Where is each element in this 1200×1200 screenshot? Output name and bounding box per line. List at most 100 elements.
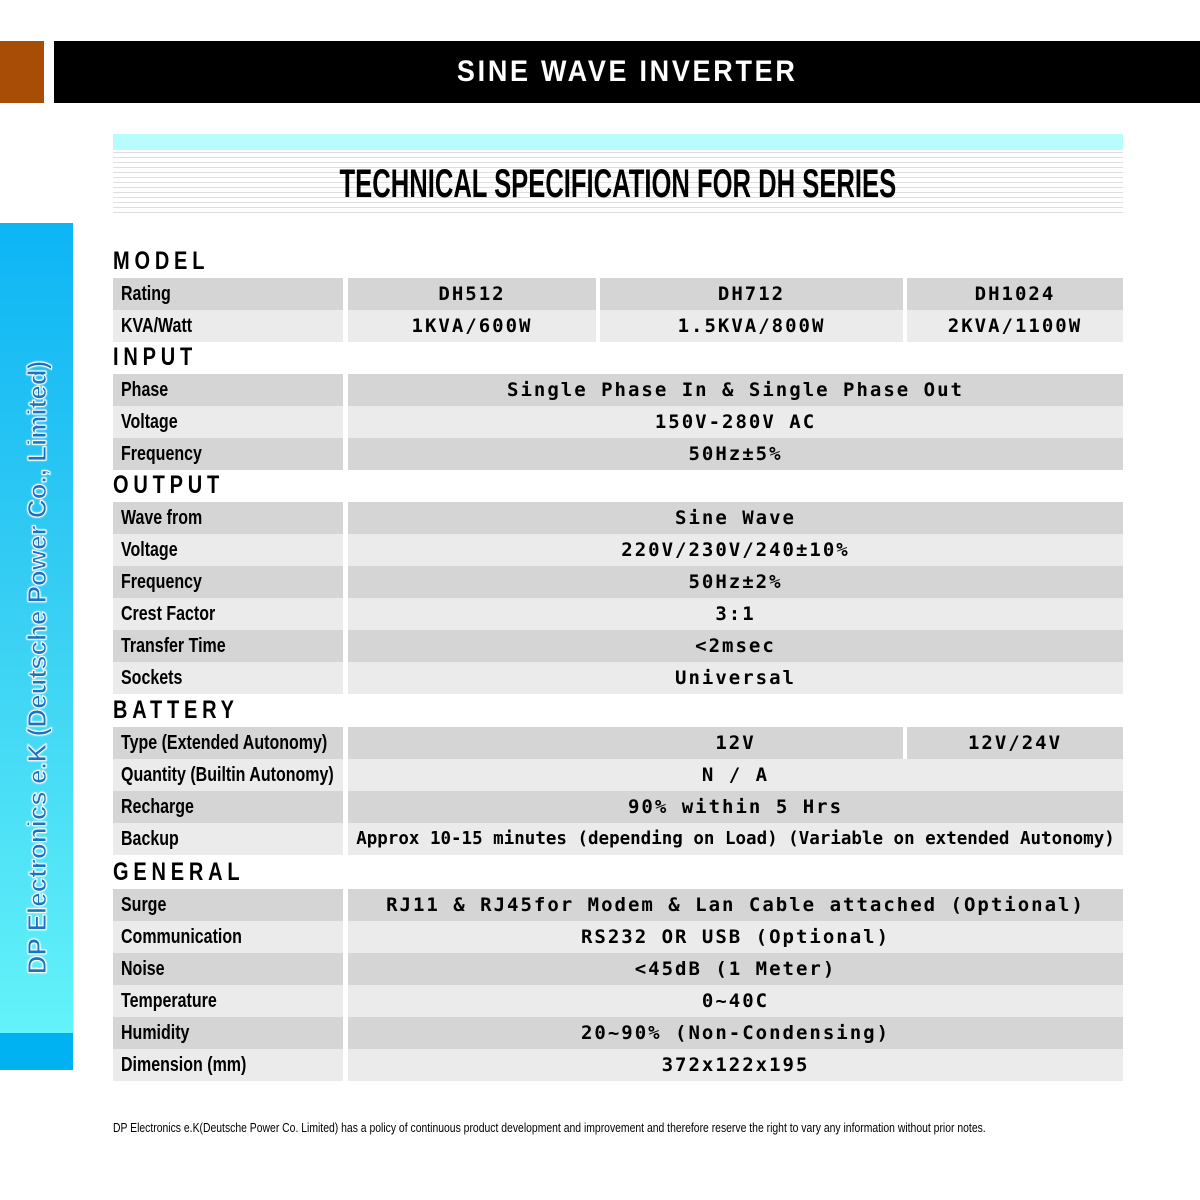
section-heading-label: OUTPUT: [113, 470, 225, 499]
row-value: 90% within 5 Hrs: [348, 791, 1123, 823]
row-label: Humidity: [121, 1021, 190, 1044]
banner: TECHNICAL SPECIFICATION FOR DH SERIES: [113, 152, 1123, 216]
row-label: Rating: [121, 282, 171, 305]
sidebar-brand-text: DP Electronics e.K (Deutsche Power Co., …: [22, 360, 53, 975]
section-heading-output: OUTPUT: [113, 468, 252, 502]
row-label: Frequency: [121, 442, 202, 465]
row-label-cell: Voltage: [113, 534, 343, 566]
row-label: Voltage: [121, 538, 178, 561]
row-label-cell: Transfer Time: [113, 630, 343, 662]
table-row-battery-type: Type (Extended Autonomy) 12V 12V/24V: [113, 727, 1123, 759]
column-divider: [903, 727, 907, 759]
row-label: Surge: [121, 893, 167, 916]
table-row-humidity: Humidity 20~90% (Non-Condensing): [113, 1017, 1123, 1049]
row-label: Dimension (mm): [121, 1053, 247, 1076]
rating-dh712: DH712: [600, 278, 903, 310]
section-heading-label: MODEL: [113, 246, 210, 275]
row-label: Backup: [121, 827, 179, 850]
row-label-cell: Type (Extended Autonomy): [113, 727, 343, 759]
row-label-cell: Surge: [113, 889, 343, 921]
table-row-sockets: Sockets Universal: [113, 662, 1123, 694]
table-row-input-frequency: Frequency 50Hz±5%: [113, 438, 1123, 470]
row-label-cell: Temperature: [113, 985, 343, 1017]
row-label: Frequency: [121, 570, 202, 593]
section-heading-general: GENERAL: [113, 855, 277, 889]
row-label-cell: Frequency: [113, 438, 343, 470]
table-row-output-voltage: Voltage 220V/230V/240±10%: [113, 534, 1123, 566]
table-row-backup: Backup Approx 10-15 minutes (depending o…: [113, 823, 1123, 855]
accent-square: [0, 41, 44, 103]
row-value: Single Phase In & Single Phase Out: [348, 374, 1123, 406]
row-value: 3:1: [348, 598, 1123, 630]
row-label: Type (Extended Autonomy): [121, 731, 328, 754]
section-heading-input: INPUT: [113, 340, 218, 374]
row-values: 1KVA/600W 1.5KVA/800W 2KVA/1100W: [348, 310, 1123, 342]
table-row-communication: Communication RS232 OR USB (Optional): [113, 921, 1123, 953]
row-value: Universal: [348, 662, 1123, 694]
row-value: 0~40C: [348, 985, 1123, 1017]
banner-title: TECHNICAL SPECIFICATION FOR DH SERIES: [339, 161, 897, 206]
rating-dh512: DH512: [348, 278, 596, 310]
row-label: Communication: [121, 925, 242, 948]
table-row-input-voltage: Voltage 150V-280V AC: [113, 406, 1123, 438]
kva-dh712: 1.5KVA/800W: [600, 310, 903, 342]
kva-dh512: 1KVA/600W: [348, 310, 596, 342]
row-label: Transfer Time: [121, 634, 226, 657]
row-label-cell: Sockets: [113, 662, 343, 694]
top-title-bar: SINE WAVE INVERTER: [54, 41, 1200, 103]
row-label: Recharge: [121, 795, 194, 818]
table-row-recharge: Recharge 90% within 5 Hrs: [113, 791, 1123, 823]
table-row-output-frequency: Frequency 50Hz±2%: [113, 566, 1123, 598]
row-label-cell: KVA/Watt: [113, 310, 343, 342]
row-label-cell: Backup: [113, 823, 343, 855]
section-heading-label: INPUT: [113, 342, 197, 371]
row-value: 220V/230V/240±10%: [348, 534, 1123, 566]
row-label: Sockets: [121, 666, 183, 689]
row-value: RS232 OR USB (Optional): [348, 921, 1123, 953]
sidebar-strip: [0, 223, 73, 1033]
row-label: Voltage: [121, 410, 178, 433]
row-label: Quantity (Builtin Autonomy): [121, 763, 334, 786]
section-heading-model: MODEL: [113, 244, 233, 278]
page-title: SINE WAVE INVERTER: [456, 55, 798, 88]
row-value: <2msec: [348, 630, 1123, 662]
table-row-wave-from: Wave from Sine Wave: [113, 502, 1123, 534]
table-row-transfer-time: Transfer Time <2msec: [113, 630, 1123, 662]
row-label-cell: Rating: [113, 278, 343, 310]
row-label-cell: Recharge: [113, 791, 343, 823]
section-heading-battery: BATTERY: [113, 693, 270, 727]
row-label: Temperature: [121, 989, 217, 1012]
section-heading-label: BATTERY: [113, 695, 239, 724]
table-row-rating: Rating DH512 DH712 DH1024: [113, 278, 1123, 310]
table-row-dimension: Dimension (mm) 372x122x195: [113, 1049, 1123, 1081]
row-label: Crest Factor: [121, 602, 216, 625]
rating-dh1024: DH1024: [907, 278, 1123, 310]
row-label-cell: Voltage: [113, 406, 343, 438]
row-values: 12V 12V/24V: [348, 727, 1123, 759]
table-row-surge: Surge RJ11 & RJ45for Modem & Lan Cable a…: [113, 889, 1123, 921]
row-label-cell: Frequency: [113, 566, 343, 598]
row-label-cell: Humidity: [113, 1017, 343, 1049]
row-value: 150V-280V AC: [348, 406, 1123, 438]
row-value: N / A: [348, 759, 1123, 791]
table-row-kva-watt: KVA/Watt 1KVA/600W 1.5KVA/800W 2KVA/1100…: [113, 310, 1123, 342]
row-label-cell: Communication: [113, 921, 343, 953]
battery-type-12v-24v: 12V/24V: [967, 732, 1063, 754]
row-value: <45dB (1 Meter): [348, 953, 1123, 985]
table-row-phase: Phase Single Phase In & Single Phase Out: [113, 374, 1123, 406]
row-label: KVA/Watt: [121, 314, 193, 337]
row-label: Wave from: [121, 506, 203, 529]
row-label: Phase: [121, 378, 169, 401]
row-label-cell: Phase: [113, 374, 343, 406]
table-row-noise: Noise <45dB (1 Meter): [113, 953, 1123, 985]
row-label-cell: Wave from: [113, 502, 343, 534]
row-value: 50Hz±5%: [348, 438, 1123, 470]
row-value: Approx 10-15 minutes (depending on Load)…: [348, 823, 1123, 855]
row-value: 20~90% (Non-Condensing): [348, 1017, 1123, 1049]
section-heading-label: GENERAL: [113, 857, 245, 886]
row-label-cell: Noise: [113, 953, 343, 985]
row-label-cell: Quantity (Builtin Autonomy): [113, 759, 343, 791]
sidebar-strip-block: [0, 1033, 73, 1070]
row-value: Sine Wave: [348, 502, 1123, 534]
